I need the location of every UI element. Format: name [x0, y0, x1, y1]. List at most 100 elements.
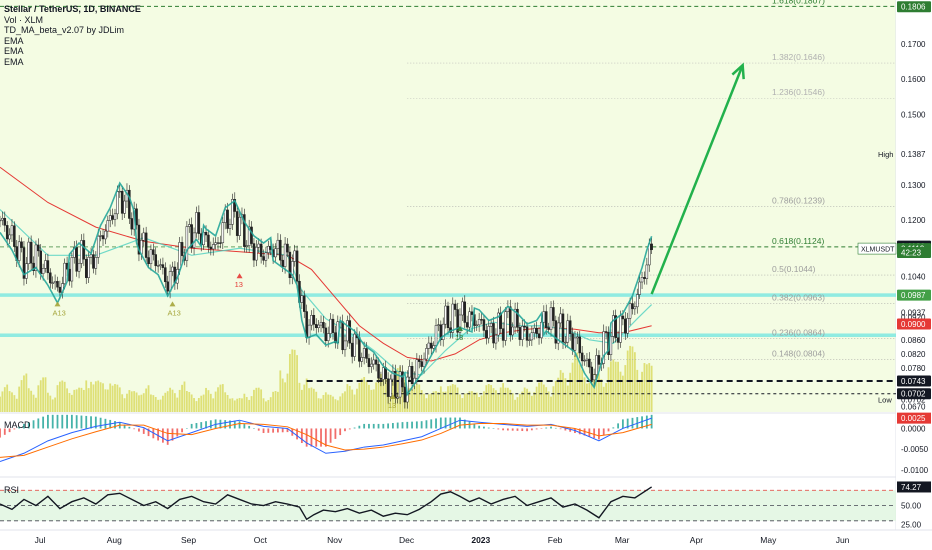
- macd-histogram-bar: [277, 428, 279, 433]
- volume-bar: [197, 398, 200, 412]
- macd-histogram-bar: [391, 423, 394, 429]
- main-pane-background: [0, 0, 896, 412]
- volume-bar: [451, 384, 454, 412]
- volume-bar: [324, 392, 327, 412]
- indicator-ema-1[interactable]: EMA: [4, 35, 24, 46]
- candle-body: [264, 252, 268, 261]
- price-axis-marker-label: 0.0702: [901, 396, 926, 405]
- volume-bar: [511, 393, 514, 412]
- candle-body: [178, 242, 181, 270]
- volume-bar: [18, 386, 21, 412]
- td-ribbon-line: [0, 181, 653, 397]
- price-axis-tick: 0.1300: [901, 181, 926, 190]
- volume-bar: [415, 384, 418, 412]
- indicator-volume[interactable]: Vol · XLM: [4, 14, 44, 25]
- macd-histogram-bar: [612, 427, 615, 429]
- volume-bar: [427, 394, 430, 412]
- volume-bar: [641, 371, 643, 412]
- candle-body: [432, 345, 435, 349]
- candle-body: [53, 281, 57, 284]
- macd-histogram-bar: [329, 428, 332, 443]
- volume-bar: [82, 389, 85, 412]
- candle-body: [628, 303, 632, 319]
- volume-bar: [245, 397, 248, 412]
- macd-histogram-bar: [123, 424, 126, 429]
- price-axis-tick: 0.1200: [901, 216, 926, 225]
- candle-body: [499, 312, 502, 329]
- volume-bar: [475, 392, 478, 412]
- time-axis-label: Aug: [107, 535, 122, 545]
- volume-bar: [51, 399, 54, 412]
- volume-bar: [382, 370, 385, 412]
- volume-bar: [73, 389, 76, 412]
- candle-body: [152, 249, 155, 255]
- macd-histogram-bar: [439, 417, 442, 429]
- candle-body: [374, 359, 378, 365]
- price-axis-tick: 0.1500: [901, 110, 926, 119]
- volume-bar: [562, 372, 564, 412]
- macd-histogram-bar: [621, 419, 624, 429]
- macd-histogram-bar: [578, 428, 581, 435]
- candle-body: [219, 242, 222, 244]
- macd-histogram-bar: [406, 421, 409, 429]
- rsi-title[interactable]: RSI: [4, 485, 20, 495]
- price-axis-marker-label: 0.0987: [901, 291, 926, 300]
- candle-body: [513, 308, 517, 328]
- volume-bar: [581, 369, 584, 412]
- volume-bar: [372, 389, 375, 412]
- candle-body: [116, 191, 119, 215]
- macd-histogram-bar: [209, 420, 212, 429]
- macd-histogram-bar: [564, 428, 567, 431]
- candle-body: [451, 303, 455, 333]
- volume-bar: [214, 391, 217, 412]
- indicator-ema-2[interactable]: EMA: [4, 46, 24, 56]
- indicator-ema-3[interactable]: EMA: [4, 56, 24, 67]
- candle-body: [3, 217, 7, 226]
- volume-bar: [332, 396, 334, 412]
- volume-bar: [209, 393, 212, 412]
- price-axis-marker-label: 0.0702: [901, 390, 926, 399]
- time-axis-label: Oct: [254, 535, 268, 545]
- macd-title[interactable]: MACD: [4, 420, 31, 430]
- candle-body: [482, 319, 486, 331]
- symbol-title[interactable]: Stellar / TetherUS, 1D, BINANCE: [4, 4, 141, 14]
- volume-bar: [530, 395, 533, 412]
- macd-histogram-bar: [238, 421, 241, 429]
- volume-bar: [360, 378, 363, 412]
- macd-histogram-bar: [516, 428, 519, 431]
- indicator-td-ma[interactable]: TD_MA_beta_v2.07 by JDLim: [4, 25, 125, 35]
- candle-body: [190, 224, 193, 248]
- ema-cyan-line: [0, 209, 653, 376]
- macd-line: [0, 417, 652, 463]
- macd-histogram-bar: [598, 428, 600, 440]
- price-axis-tick: 0.1040: [901, 272, 926, 281]
- candle-body: [279, 239, 282, 261]
- rsi-value-label: 74.27: [901, 483, 922, 492]
- volume-bar: [109, 383, 112, 412]
- macd-histogram-bar: [650, 414, 653, 429]
- candle-body: [331, 318, 335, 333]
- macd-histogram-bar: [425, 420, 428, 429]
- candle-body: [487, 325, 490, 339]
- candle-body: [580, 352, 584, 362]
- volume-bar: [411, 389, 413, 412]
- macd-histogram-bar: [483, 426, 485, 429]
- candle-body: [497, 312, 500, 336]
- candle-body: [166, 281, 169, 292]
- macd-histogram-bar: [61, 414, 64, 429]
- signal-marker-icon: [169, 301, 176, 307]
- volume-bar: [277, 391, 279, 412]
- volume-bar: [269, 397, 272, 412]
- volume-bar: [219, 384, 222, 412]
- volume-bar: [54, 397, 57, 412]
- candle-body: [544, 311, 548, 328]
- macd-histogram-bar: [502, 428, 505, 431]
- macd-histogram-bar: [94, 416, 97, 429]
- volume-bar: [106, 389, 109, 412]
- macd-histogram-bar: [219, 419, 222, 429]
- volume-bar: [346, 384, 349, 412]
- candle-body: [310, 315, 313, 326]
- volume-bar: [636, 369, 639, 412]
- volume-bar: [39, 380, 42, 412]
